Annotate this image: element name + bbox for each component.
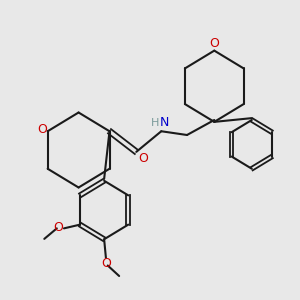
Text: O: O: [102, 257, 112, 270]
Text: H: H: [151, 118, 159, 128]
Text: O: O: [37, 123, 47, 136]
Text: O: O: [209, 37, 219, 50]
Text: O: O: [54, 221, 64, 234]
Text: O: O: [138, 152, 148, 165]
Text: N: N: [160, 116, 169, 130]
